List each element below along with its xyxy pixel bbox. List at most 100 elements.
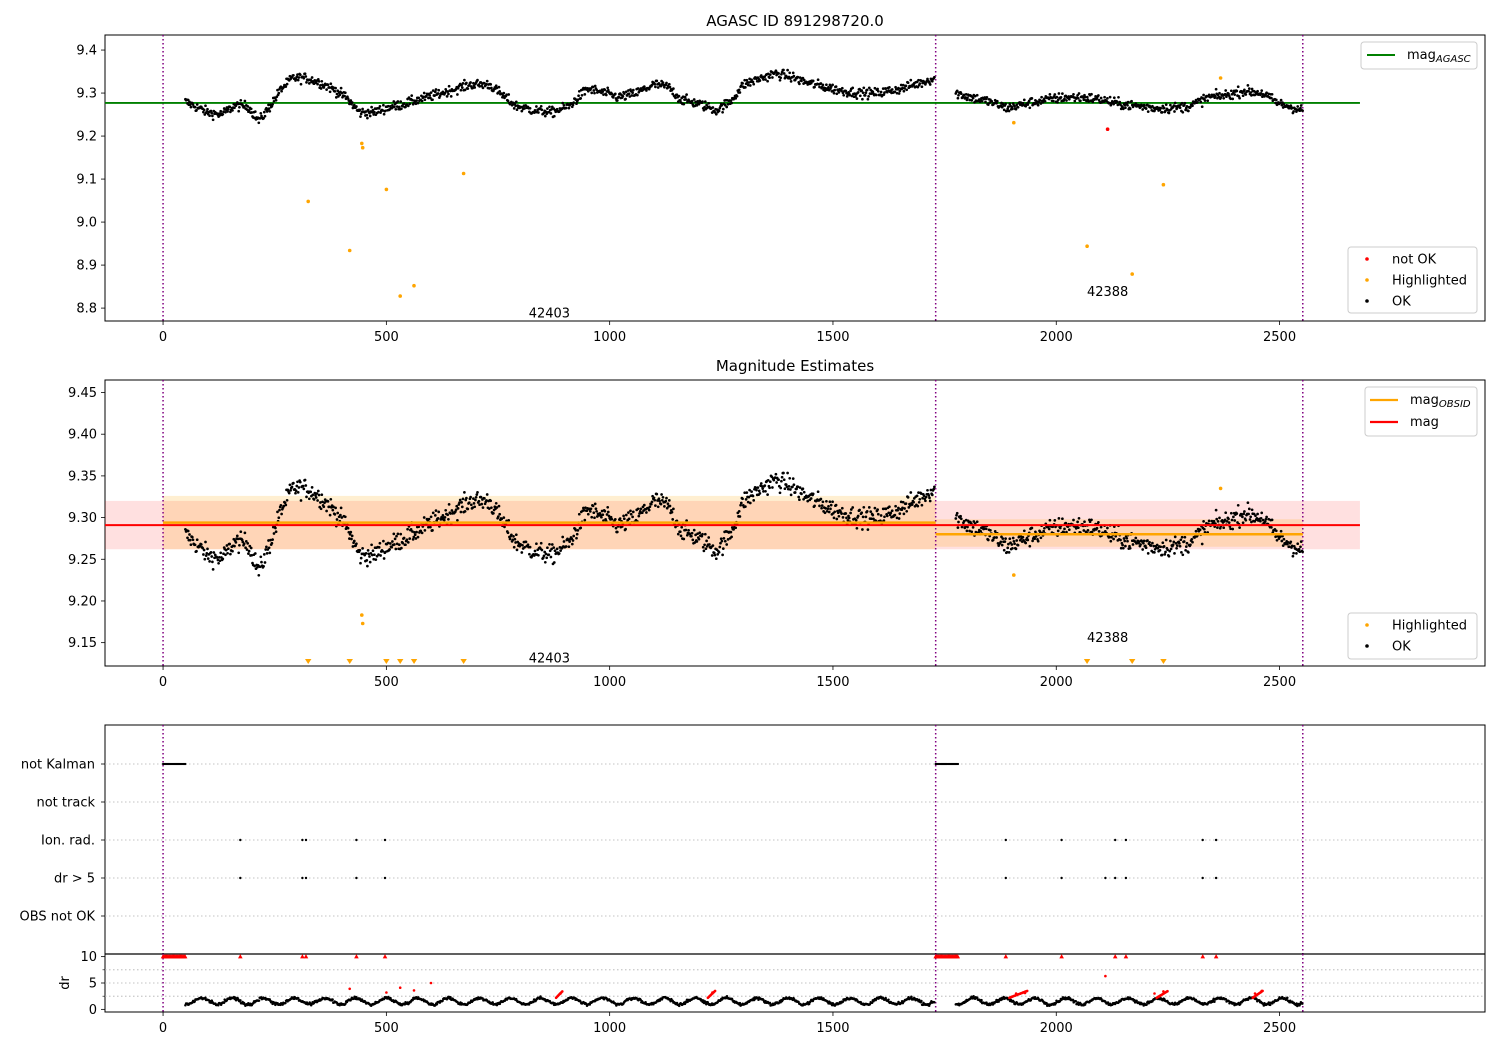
p2-ok-point	[1280, 539, 1284, 543]
p2-ok-point	[831, 500, 834, 504]
p2-ok-point	[210, 555, 214, 558]
p2-ok-point	[827, 510, 831, 514]
p1-ok-point	[188, 100, 191, 104]
p2-ok-point	[479, 495, 483, 499]
p1-ok-point	[1299, 104, 1303, 107]
p1-ok-point	[837, 91, 841, 94]
p2-ok-point	[703, 532, 707, 536]
p2-ok-point	[343, 515, 347, 519]
p2-ok-point	[268, 551, 272, 555]
p2-ok-point	[679, 534, 683, 538]
p2-ok-point	[1214, 508, 1218, 512]
p2-ok-point	[199, 543, 203, 546]
p1-ok-point	[881, 87, 885, 90]
p1-ok-point	[1067, 97, 1071, 101]
p2-ok-point	[682, 537, 686, 541]
p3-ion-rad-point	[304, 838, 308, 842]
p2-ok-point	[870, 517, 873, 521]
p2-ok-point	[968, 529, 971, 533]
p2-ok-point	[1198, 528, 1202, 532]
p2-ok-point	[238, 543, 241, 547]
p1-ok-point	[1247, 87, 1251, 90]
p1-ok-point	[226, 107, 230, 111]
p2-ok-point	[442, 518, 446, 522]
p2-ok-point	[595, 509, 598, 513]
p2-ok-point	[695, 540, 699, 543]
p2-ok-point	[648, 505, 652, 509]
p2-ok-point	[1142, 539, 1146, 543]
p1-ytick-label-9.4: 9.4	[76, 44, 97, 59]
p1-ok-point	[459, 88, 463, 92]
p1-highlighted-point	[384, 187, 389, 192]
p1-ok-point	[777, 72, 780, 75]
p1-ok-point	[294, 77, 298, 81]
p2-ok-point	[1028, 544, 1032, 548]
p1-ok-point	[962, 93, 966, 97]
p2-xtick-label-500: 500	[374, 675, 399, 690]
p2-ok-point	[881, 507, 885, 511]
p2-ok-point	[917, 500, 921, 504]
p1-ok-point	[1099, 96, 1103, 100]
p4-ok-point	[588, 1003, 592, 1006]
p1-ok-point	[918, 82, 922, 85]
p3-dr5-point	[1060, 876, 1063, 880]
p1-ytick-label-9.3: 9.3	[76, 87, 97, 102]
p2-ok-point	[193, 543, 197, 547]
p1-ytick-label-9: 9.0	[76, 216, 97, 231]
p1-ok-point	[1128, 107, 1132, 111]
p1-ok-point	[622, 92, 626, 95]
p2-ok-point	[267, 539, 270, 542]
p1-ok-point	[746, 83, 750, 87]
p1-ok-point	[316, 82, 319, 86]
p2-ok-point	[454, 508, 458, 512]
p2-ok-point	[391, 540, 394, 543]
p1-ok-point	[593, 91, 596, 95]
p2-below-limit-marker	[1083, 659, 1091, 664]
p2-ok-point	[1187, 551, 1190, 554]
p2-ok-point	[1159, 545, 1163, 549]
p2-ok-point	[793, 491, 797, 494]
p2-ok-point	[1289, 540, 1293, 544]
p1-ok-point	[1040, 95, 1043, 99]
p2-ok-point	[361, 547, 364, 550]
p4-ok-point	[884, 996, 887, 1000]
p1-ok-point	[1290, 106, 1294, 110]
p2-ok-point	[999, 540, 1003, 544]
p1-highlighted-point	[398, 294, 403, 298]
p2-ok-point	[283, 501, 287, 505]
p2-ok-point	[422, 516, 426, 519]
p2-ok-point	[777, 478, 780, 482]
p2-ok-point	[1180, 551, 1183, 554]
p2-ok-point	[386, 541, 390, 545]
p1-ok-point	[400, 107, 403, 111]
p4-ok-point	[705, 1003, 708, 1006]
p2-ok-point	[1043, 526, 1046, 530]
p2-ok-point	[433, 514, 437, 517]
p2-ok-point	[1202, 527, 1206, 531]
p1-ok-point	[561, 101, 565, 105]
p1-ok-point	[1076, 96, 1080, 100]
p1-ok-point	[572, 101, 576, 104]
p1-ok-point	[495, 86, 499, 90]
p2-ok-point	[1174, 541, 1178, 545]
p2-ok-point	[918, 497, 922, 501]
p2-ok-point	[1038, 530, 1042, 534]
p2-ok-point	[347, 530, 351, 534]
p2-ok-point	[579, 526, 583, 530]
p4-red-point	[412, 989, 416, 992]
p1-ok-point	[786, 68, 789, 72]
p1-ok-point	[1259, 92, 1263, 95]
p1-ok-point	[576, 98, 580, 102]
p4-ok-point	[675, 1001, 679, 1005]
p2-ok-point	[1231, 527, 1235, 531]
p1-highlighted-point	[306, 199, 311, 204]
p1-ok-point	[665, 81, 668, 85]
p2-ok-point	[610, 517, 614, 521]
p1-ok-point	[703, 105, 706, 109]
p2-ok-point	[1119, 538, 1122, 542]
p2-ok-point	[511, 538, 515, 542]
p2-ok-point	[847, 516, 851, 520]
p1-ok-point	[1126, 103, 1129, 107]
p1-ok-point	[433, 94, 436, 97]
p2-ok-point	[1026, 538, 1030, 542]
